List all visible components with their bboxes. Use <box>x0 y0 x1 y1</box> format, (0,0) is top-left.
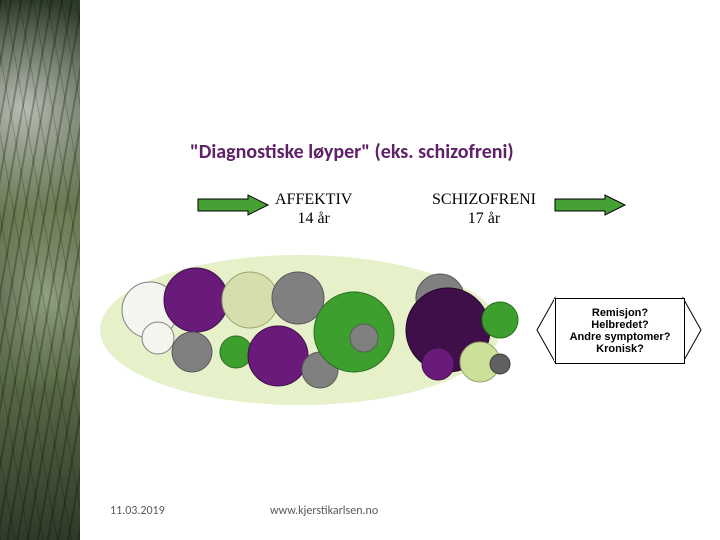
outcome-line-3: Kronisk? <box>556 343 684 355</box>
outcome-line-1: Helbredet? <box>556 319 684 331</box>
slide: "Diagnostiske løyper" (eks. schizofreni)… <box>0 0 720 540</box>
outcome-box: Remisjon? Helbredet? Andre symptomer? Kr… <box>555 298 685 364</box>
footer-date: 11.03.2019 <box>110 504 165 518</box>
diagram-canvas <box>0 0 720 540</box>
footer-url: www.kjerstikarlsen.no <box>270 504 378 518</box>
outcome-line-2: Andre symptomer? <box>556 331 684 343</box>
outcome-line-0: Remisjon? <box>556 307 684 319</box>
